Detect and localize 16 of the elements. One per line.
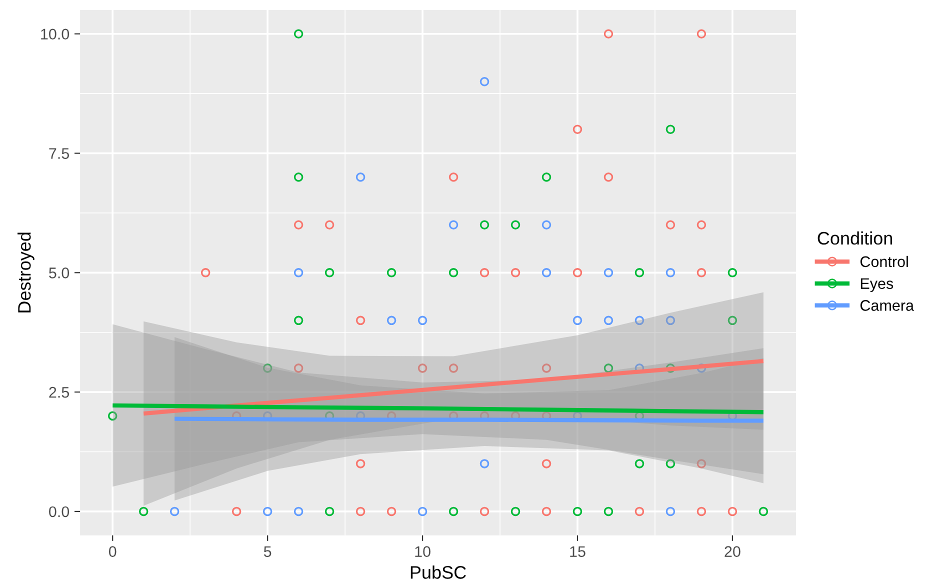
- x-tick-label: 5: [264, 546, 272, 557]
- y-tick-label: 10.0: [41, 28, 70, 40]
- y-tick-label: 5.0: [49, 268, 70, 278]
- x-tick-label: 15: [570, 546, 586, 557]
- y-tick-label: 0.0: [49, 506, 70, 518]
- y-axis-title: Destroyed: [18, 232, 34, 312]
- legend-label: Camera: [860, 300, 914, 311]
- y-tick-label: 7.5: [49, 148, 70, 159]
- legend-title: Condition: [818, 231, 892, 245]
- y-tick-label: 2.5: [49, 386, 70, 398]
- x-tick-label: 20: [724, 546, 740, 557]
- x-axis-title: PubSC: [410, 566, 466, 579]
- x-tick-label: 0: [108, 546, 116, 557]
- legend-label: Eyes: [860, 278, 894, 292]
- x-tick-label: 10: [415, 546, 430, 557]
- legend-label: Control: [860, 256, 908, 268]
